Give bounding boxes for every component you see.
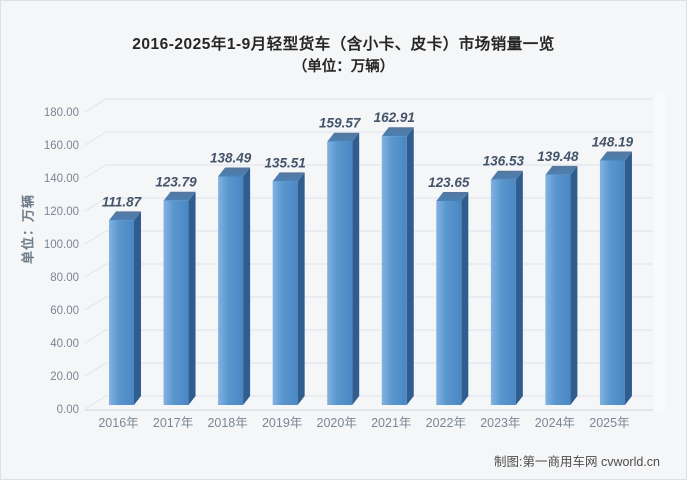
bar-group <box>545 165 578 405</box>
gridline-diagonal-tick <box>84 329 107 344</box>
y-axis-tick-label: 60.00 <box>50 305 79 317</box>
chart-title: 2016-2025年1-9月轻型货车（含小卡、皮卡）市场销量一览 <box>132 36 555 53</box>
bar-front-face <box>218 176 244 405</box>
bar-side-face <box>515 170 523 405</box>
bar-front-face <box>272 181 298 405</box>
bar-side-face <box>406 127 414 406</box>
x-axis-category-label: 2025年 <box>589 416 629 430</box>
bar-value-label: 111.87 <box>102 194 143 209</box>
bar-side-face <box>352 132 360 405</box>
y-axis-tick-label: 160.00 <box>44 140 79 152</box>
chart-subtitle: （单位：万辆） <box>292 59 395 75</box>
gridline-diagonal-tick <box>84 230 107 245</box>
bar-top-face <box>436 191 469 201</box>
y-axis-tick-label: 140.00 <box>44 173 79 185</box>
bar-front-face <box>599 160 625 405</box>
x-axis-category-label: 2018年 <box>207 416 247 430</box>
y-axis-tick-label: 100.00 <box>44 239 79 251</box>
bar-value-label: 136.53 <box>483 154 525 169</box>
x-axis-category-label: 2016年 <box>98 416 138 430</box>
bar-side-face <box>188 191 196 405</box>
bar-group <box>490 170 523 405</box>
bar-value-label: 123.79 <box>155 175 197 190</box>
gridline-diagonal-tick <box>84 263 107 278</box>
bar-top-face <box>545 165 578 175</box>
bar-group <box>327 132 360 405</box>
x-axis-category-label: 2017年 <box>153 416 193 430</box>
bar-front-face <box>545 174 571 405</box>
bar-value-label: 123.65 <box>428 175 470 190</box>
bar-top-face <box>163 191 196 201</box>
x-axis-category-label: 2021年 <box>371 416 411 430</box>
x-axis-category-label: 2024年 <box>535 416 575 430</box>
x-axis-category-label: 2023年 <box>480 416 520 430</box>
bar-group <box>163 191 196 405</box>
bar-value-label: 159.57 <box>319 116 362 131</box>
bar-top-face <box>490 170 523 180</box>
bar-top-face <box>109 211 141 221</box>
bar-value-label: 148.19 <box>592 134 634 149</box>
bar-top-face <box>272 172 305 182</box>
bar-value-label: 135.51 <box>265 155 306 170</box>
bar-value-label: 138.49 <box>210 150 252 165</box>
axis-label-layer: 0.00 20.00 40.00 60.00 80.00 100.00 120.00 140.… <box>44 107 634 430</box>
bar-top-face <box>381 127 414 137</box>
bar-top-face <box>599 151 632 161</box>
x-axis-category-label: 2020年 <box>317 416 357 430</box>
y-axis-tick-label: 80.00 <box>50 272 79 284</box>
y-axis-tick-label: 0.00 <box>57 404 79 416</box>
x-axis-category-label: 2019年 <box>262 416 302 430</box>
gridline-diagonal-tick <box>84 131 107 146</box>
bar-front-face <box>327 141 353 405</box>
bar-group <box>218 167 251 405</box>
bar-side-face <box>570 165 578 405</box>
bar-front-face <box>381 136 407 406</box>
bar-top-face <box>218 167 251 177</box>
bar-group <box>109 211 141 405</box>
bar-front-face <box>163 200 189 405</box>
gridline-diagonal-tick <box>84 197 107 212</box>
watermark-credit: 制图:第一商用车网 cvworld.cn <box>494 455 660 469</box>
gridline-diagonal-tick <box>84 362 107 377</box>
y-axis-tick-label: 120.00 <box>44 206 79 218</box>
y-axis-tick-label: 20.00 <box>50 371 79 383</box>
bar-front-face <box>436 200 462 405</box>
bar-group <box>272 172 305 405</box>
gridline-diagonal-tick <box>84 98 107 113</box>
gridline-diagonal-tick <box>84 296 107 311</box>
y-axis-tick-label: 40.00 <box>50 338 79 350</box>
bar-front-face <box>490 179 516 405</box>
gridline-diagonal-tick <box>84 395 107 410</box>
bar-side-face <box>297 172 305 405</box>
bar-group <box>381 127 414 406</box>
bar-top-face <box>327 132 360 142</box>
bar-value-label: 139.48 <box>537 149 579 164</box>
gridline-diagonal-tick <box>84 164 107 179</box>
bar-side-face <box>243 167 251 405</box>
bar-side-face <box>461 191 469 405</box>
y-axis-tick-label: 180.00 <box>44 107 79 119</box>
bar-value-label: 162.91 <box>374 110 415 125</box>
right-wall <box>654 93 665 411</box>
x-axis-category-label: 2022年 <box>426 416 466 430</box>
bar-layer <box>109 127 632 406</box>
bar-group <box>599 151 632 405</box>
bar-side-face <box>134 211 141 405</box>
bar-front-face <box>109 220 134 405</box>
bar-side-face <box>624 151 632 405</box>
bar-group <box>436 191 469 405</box>
